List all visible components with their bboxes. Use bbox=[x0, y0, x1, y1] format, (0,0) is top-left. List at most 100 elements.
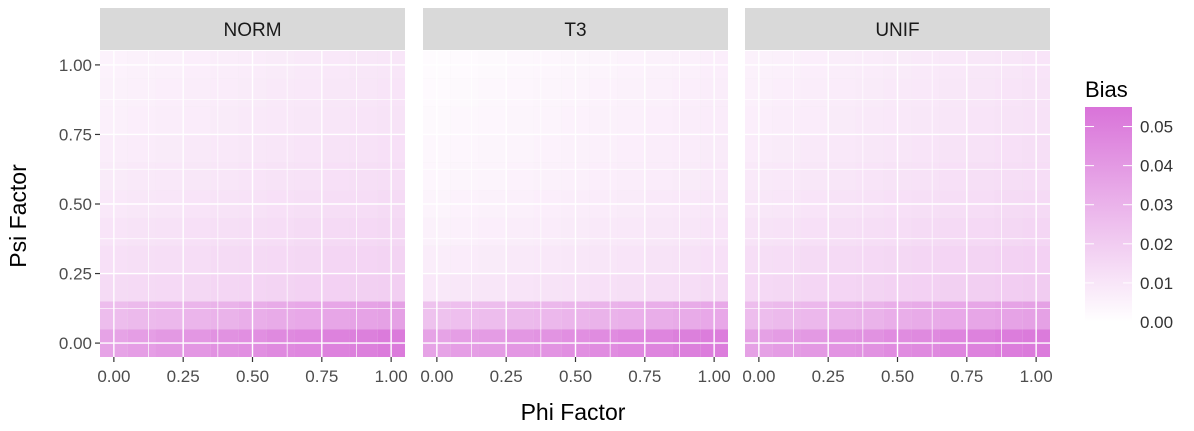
heatmap-tile bbox=[911, 162, 940, 191]
heatmap-tile bbox=[994, 78, 1023, 107]
heatmap-tile bbox=[939, 134, 967, 163]
heatmap-tile bbox=[127, 78, 156, 107]
heatmap-tile bbox=[672, 301, 701, 330]
heatmap-tile bbox=[266, 106, 295, 135]
heatmap-tile bbox=[349, 301, 378, 330]
heatmap-tile bbox=[294, 217, 322, 246]
heatmap-tile bbox=[183, 273, 211, 302]
heatmap-tile bbox=[939, 78, 967, 107]
heatmap-tile bbox=[210, 162, 239, 191]
heatmap-tile bbox=[266, 245, 295, 274]
heatmap-tile bbox=[155, 106, 184, 135]
heatmap-tile bbox=[644, 78, 673, 107]
heatmap-tile bbox=[589, 217, 618, 246]
heatmap-tile bbox=[294, 134, 322, 163]
heatmap-tile bbox=[800, 301, 829, 330]
heatmap-tile bbox=[533, 134, 562, 163]
heatmap-tile bbox=[478, 245, 507, 274]
heatmap-tile bbox=[911, 301, 940, 330]
facet-panels: NORM T3 UNIF bbox=[100, 8, 1050, 357]
heatmap-tiles-t3 bbox=[423, 51, 728, 357]
heatmap-tile bbox=[772, 106, 801, 135]
heatmap-tile bbox=[772, 162, 801, 191]
heatmap-tile bbox=[772, 78, 801, 107]
x-axis-title: Phi Factor bbox=[521, 399, 626, 425]
heatmap-tile bbox=[855, 273, 884, 302]
heatmap-tile bbox=[589, 245, 618, 274]
heatmap-tile bbox=[855, 106, 884, 135]
heatmap-tile bbox=[672, 78, 701, 107]
heatmap-tile bbox=[911, 78, 940, 107]
heatmap-tile bbox=[450, 162, 479, 191]
heatmap-tile bbox=[855, 78, 884, 107]
heatmap-tile bbox=[617, 245, 645, 274]
heatmap-tile bbox=[155, 273, 184, 302]
facet-strip-t3 bbox=[423, 8, 728, 50]
heatmap-tile bbox=[183, 134, 211, 163]
y-axis-title: Psi Factor bbox=[5, 164, 31, 268]
heatmap-tile bbox=[266, 301, 295, 330]
x-tick-label: 1.00 bbox=[698, 367, 731, 386]
heatmap-tile bbox=[672, 162, 701, 191]
heatmap-tile bbox=[644, 134, 673, 163]
heatmap-tile bbox=[911, 106, 940, 135]
heatmap-tile bbox=[450, 301, 479, 330]
heatmap-tile bbox=[478, 106, 507, 135]
heatmap-tile bbox=[589, 162, 618, 191]
heatmap-tile bbox=[939, 273, 967, 302]
heatmap-tile bbox=[450, 273, 479, 302]
heatmap-tile bbox=[321, 301, 350, 330]
heatmap-tile bbox=[828, 301, 856, 330]
heatmap-tile bbox=[994, 301, 1023, 330]
heatmap-tile bbox=[210, 134, 239, 163]
facet-strip-unif bbox=[745, 8, 1050, 50]
heatmap-tile bbox=[828, 245, 856, 274]
heatmap-tile bbox=[506, 134, 534, 163]
heatmap-tile bbox=[127, 217, 156, 246]
legend-tick-label: 0.00 bbox=[1140, 313, 1173, 332]
x-tick-label: 1.00 bbox=[375, 367, 408, 386]
heatmap-tile bbox=[321, 134, 350, 163]
heatmap-tile bbox=[800, 106, 829, 135]
facet-label-norm: NORM bbox=[223, 20, 281, 41]
heatmap-tile bbox=[450, 217, 479, 246]
legend-tick-label: 0.02 bbox=[1140, 235, 1173, 254]
axes: Phi Factor Psi Factor 0.00 0.25 0.50 0.75 1.… bbox=[5, 56, 1053, 425]
heatmap-tile bbox=[450, 106, 479, 135]
legend-tick-label: 0.01 bbox=[1140, 274, 1173, 293]
heatmap-tile bbox=[855, 301, 884, 330]
heatmap-tile bbox=[349, 162, 378, 191]
heatmap-tile bbox=[828, 273, 856, 302]
heatmap-tile bbox=[155, 162, 184, 191]
heatmap-tile bbox=[994, 273, 1023, 302]
heatmap-tile bbox=[478, 134, 507, 163]
heatmap-tile bbox=[506, 301, 534, 330]
heatmap-tile bbox=[800, 162, 829, 191]
heatmap-tile bbox=[127, 273, 156, 302]
heatmap-tile bbox=[294, 245, 322, 274]
heatmap-tile bbox=[349, 273, 378, 302]
heatmap-tile bbox=[533, 273, 562, 302]
heatmap-tile bbox=[450, 78, 479, 107]
heatmap-tile bbox=[349, 134, 378, 163]
heatmap-tile bbox=[183, 217, 211, 246]
heatmap-tile bbox=[321, 273, 350, 302]
heatmap-tile bbox=[672, 245, 701, 274]
heatmap-tile bbox=[533, 245, 562, 274]
heatmap-tile bbox=[617, 106, 645, 135]
heatmap-tile bbox=[478, 217, 507, 246]
grid-lines bbox=[100, 51, 405, 357]
heatmap-tile bbox=[617, 301, 645, 330]
heatmap-tile bbox=[506, 217, 534, 246]
heatmap-tile bbox=[349, 78, 378, 107]
heatmap-tile bbox=[800, 134, 829, 163]
heatmap-tile bbox=[533, 78, 562, 107]
heatmap-tile bbox=[672, 273, 701, 302]
heatmap-tile bbox=[966, 78, 995, 107]
heatmap-tile bbox=[321, 245, 350, 274]
heatmap-tile bbox=[266, 217, 295, 246]
legend-tick-label: 0.03 bbox=[1140, 196, 1173, 215]
heatmap-tile bbox=[911, 273, 940, 302]
heatmap-tile bbox=[911, 134, 940, 163]
heatmap-tile bbox=[321, 106, 350, 135]
